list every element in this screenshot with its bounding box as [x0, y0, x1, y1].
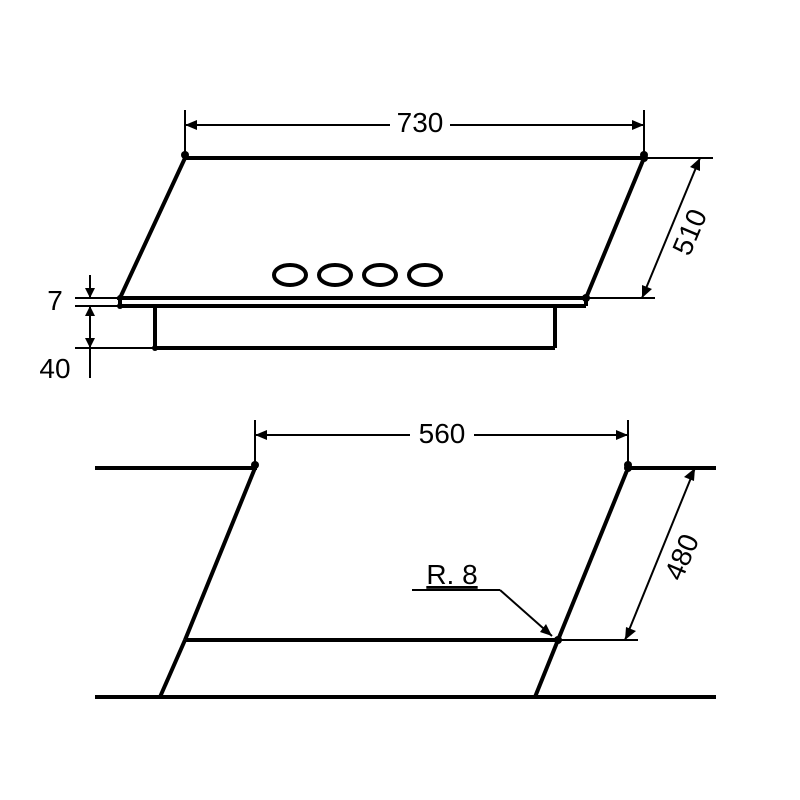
dimension-diagram: 730 510 — [0, 0, 800, 800]
label-560: 560 — [419, 418, 466, 449]
dim-width-730: 730 — [181, 107, 648, 159]
dim-cutout-depth-480: 480 — [554, 464, 708, 644]
label-730: 730 — [397, 107, 444, 138]
label-7: 7 — [47, 285, 63, 316]
dim-radius-8: R. 8 — [412, 559, 552, 636]
dim-thickness-7: 7 — [47, 275, 123, 330]
dim-drop-40: 40 — [39, 306, 158, 384]
hob-front-edge — [120, 298, 586, 348]
label-r8: R. 8 — [426, 559, 477, 590]
counter-top-lines — [95, 468, 716, 697]
cutout-opening — [160, 468, 628, 697]
dim-cutout-width-560: 560 — [251, 418, 632, 469]
label-40: 40 — [39, 353, 70, 384]
